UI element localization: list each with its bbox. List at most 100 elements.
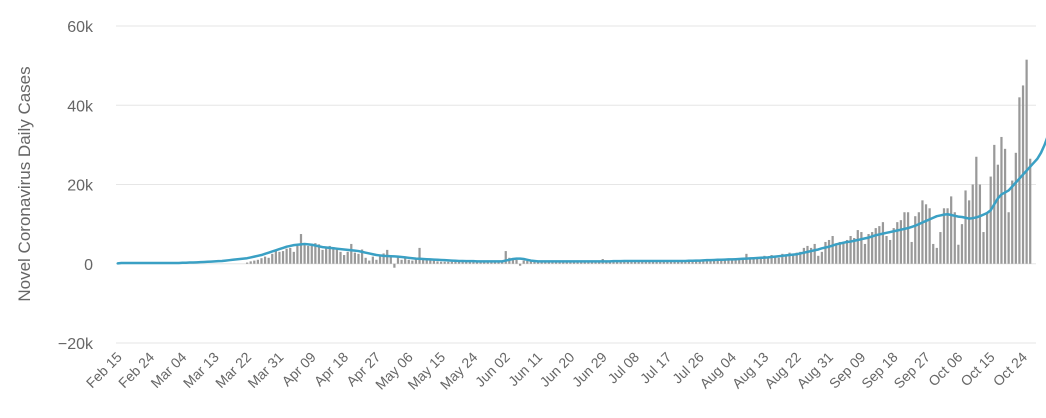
daily-cases-bar xyxy=(874,228,877,264)
daily-cases-bar xyxy=(741,259,744,264)
daily-cases-bar xyxy=(389,255,392,264)
gridlines xyxy=(116,25,1036,344)
daily-cases-bar xyxy=(928,208,931,264)
daily-cases-bar xyxy=(802,247,806,264)
daily-cases-bar xyxy=(411,260,414,264)
daily-cases-bar xyxy=(953,212,956,264)
daily-cases-bar xyxy=(633,260,637,264)
daily-cases-bar xyxy=(533,261,536,264)
daily-cases-bar xyxy=(723,259,726,264)
daily-cases-bar xyxy=(756,257,759,264)
daily-cases-bar xyxy=(429,259,432,264)
daily-cases-bar xyxy=(860,232,863,264)
daily-cases-bar xyxy=(281,251,285,264)
daily-cases-bar xyxy=(691,260,694,264)
x-tick-label: Apr 18 xyxy=(311,349,352,390)
daily-cases-bar xyxy=(339,251,342,264)
daily-cases-bar xyxy=(436,261,439,264)
daily-cases-bar xyxy=(422,259,425,264)
daily-cases-bar xyxy=(730,259,734,264)
daily-cases-bar xyxy=(504,251,507,264)
daily-cases-bar xyxy=(461,261,464,264)
daily-cases-bar xyxy=(774,256,777,264)
daily-cases-bar xyxy=(249,261,252,264)
daily-cases-bar xyxy=(666,260,669,264)
daily-cases-bar xyxy=(357,253,360,264)
daily-cases-bar xyxy=(946,208,949,264)
daily-cases-bar xyxy=(432,260,436,264)
daily-cases-bar xyxy=(989,176,992,264)
x-tick-label: Jun 02 xyxy=(472,349,513,390)
daily-cases-bar xyxy=(612,261,615,264)
x-tick-label: Jun 29 xyxy=(569,349,610,390)
daily-cases-bar xyxy=(644,260,647,264)
daily-cases-bar xyxy=(899,220,902,264)
daily-cases-bar xyxy=(863,243,867,264)
daily-cases-bar xyxy=(454,261,457,264)
daily-cases-bar xyxy=(871,232,874,264)
daily-cases-bar xyxy=(443,261,446,264)
daily-cases-bar xyxy=(867,234,870,264)
daily-cases-bar xyxy=(960,224,964,264)
daily-cases-bar xyxy=(529,261,533,264)
daily-cases-bar xyxy=(889,239,892,264)
daily-cases-bar xyxy=(414,259,418,264)
daily-cases-bar xyxy=(439,261,443,264)
daily-cases-bar xyxy=(831,236,834,264)
daily-cases-bar xyxy=(896,222,899,264)
daily-cases-bar xyxy=(975,156,978,264)
daily-cases-bar xyxy=(522,260,525,264)
daily-cases-bar xyxy=(393,263,396,268)
daily-cases-bar xyxy=(669,260,673,264)
daily-cases-bar xyxy=(942,208,946,264)
daily-cases-bar xyxy=(1000,136,1003,264)
daily-cases-bar xyxy=(835,243,838,264)
y-tick-label: 40k xyxy=(67,98,94,115)
daily-cases-bar xyxy=(346,251,349,264)
y-tick-label: 0 xyxy=(84,257,93,274)
x-tick-label: Jun 11 xyxy=(505,349,545,389)
daily-cases-bar xyxy=(914,216,917,264)
daily-cases-bar xyxy=(824,241,827,264)
daily-cases-bar xyxy=(1018,97,1021,264)
x-tick-label: Oct 24 xyxy=(990,349,1031,390)
x-tick-label: Oct 06 xyxy=(925,349,966,390)
daily-cases-bar xyxy=(759,257,762,264)
daily-cases-bar xyxy=(332,247,335,264)
daily-cases-bar xyxy=(267,257,270,264)
daily-cases-bar xyxy=(985,212,989,264)
daily-cases-bar xyxy=(673,260,676,264)
daily-cases-bar xyxy=(623,260,626,264)
daily-cases-bar xyxy=(615,261,619,264)
daily-cases-bar xyxy=(303,243,306,264)
daily-cases-bar xyxy=(526,260,529,264)
daily-cases-bar xyxy=(1029,158,1032,264)
daily-cases-bar xyxy=(396,257,400,264)
daily-cases-bar xyxy=(289,247,292,264)
x-tick-label: Apr 09 xyxy=(278,349,319,390)
daily-cases-bar xyxy=(465,261,468,264)
daily-cases-bar xyxy=(795,252,798,264)
daily-cases-bar xyxy=(1014,152,1017,264)
daily-cases-bar xyxy=(1025,59,1028,264)
daily-cases-bar xyxy=(813,243,816,264)
daily-cases-bar xyxy=(702,259,705,264)
daily-cases-bar xyxy=(935,247,938,264)
daily-cases-bar xyxy=(921,200,924,264)
daily-cases-bar xyxy=(996,164,999,264)
daily-cases-bar xyxy=(501,261,504,264)
daily-cases-bar xyxy=(382,253,385,264)
daily-cases-bar xyxy=(310,244,313,264)
daily-cases-bar xyxy=(328,245,331,264)
daily-cases-bar xyxy=(982,232,985,264)
daily-cases-bar xyxy=(407,259,410,264)
daily-cases-bar xyxy=(472,261,475,264)
daily-cases-bar xyxy=(418,247,421,264)
daily-cases-bar xyxy=(260,258,263,264)
daily-cases-bar xyxy=(849,236,852,264)
daily-cases-bar xyxy=(256,259,260,264)
daily-cases-bar xyxy=(299,234,303,264)
daily-cases-bar xyxy=(511,259,515,264)
daily-cases-bar xyxy=(809,247,813,264)
daily-cases-bar xyxy=(687,260,691,264)
